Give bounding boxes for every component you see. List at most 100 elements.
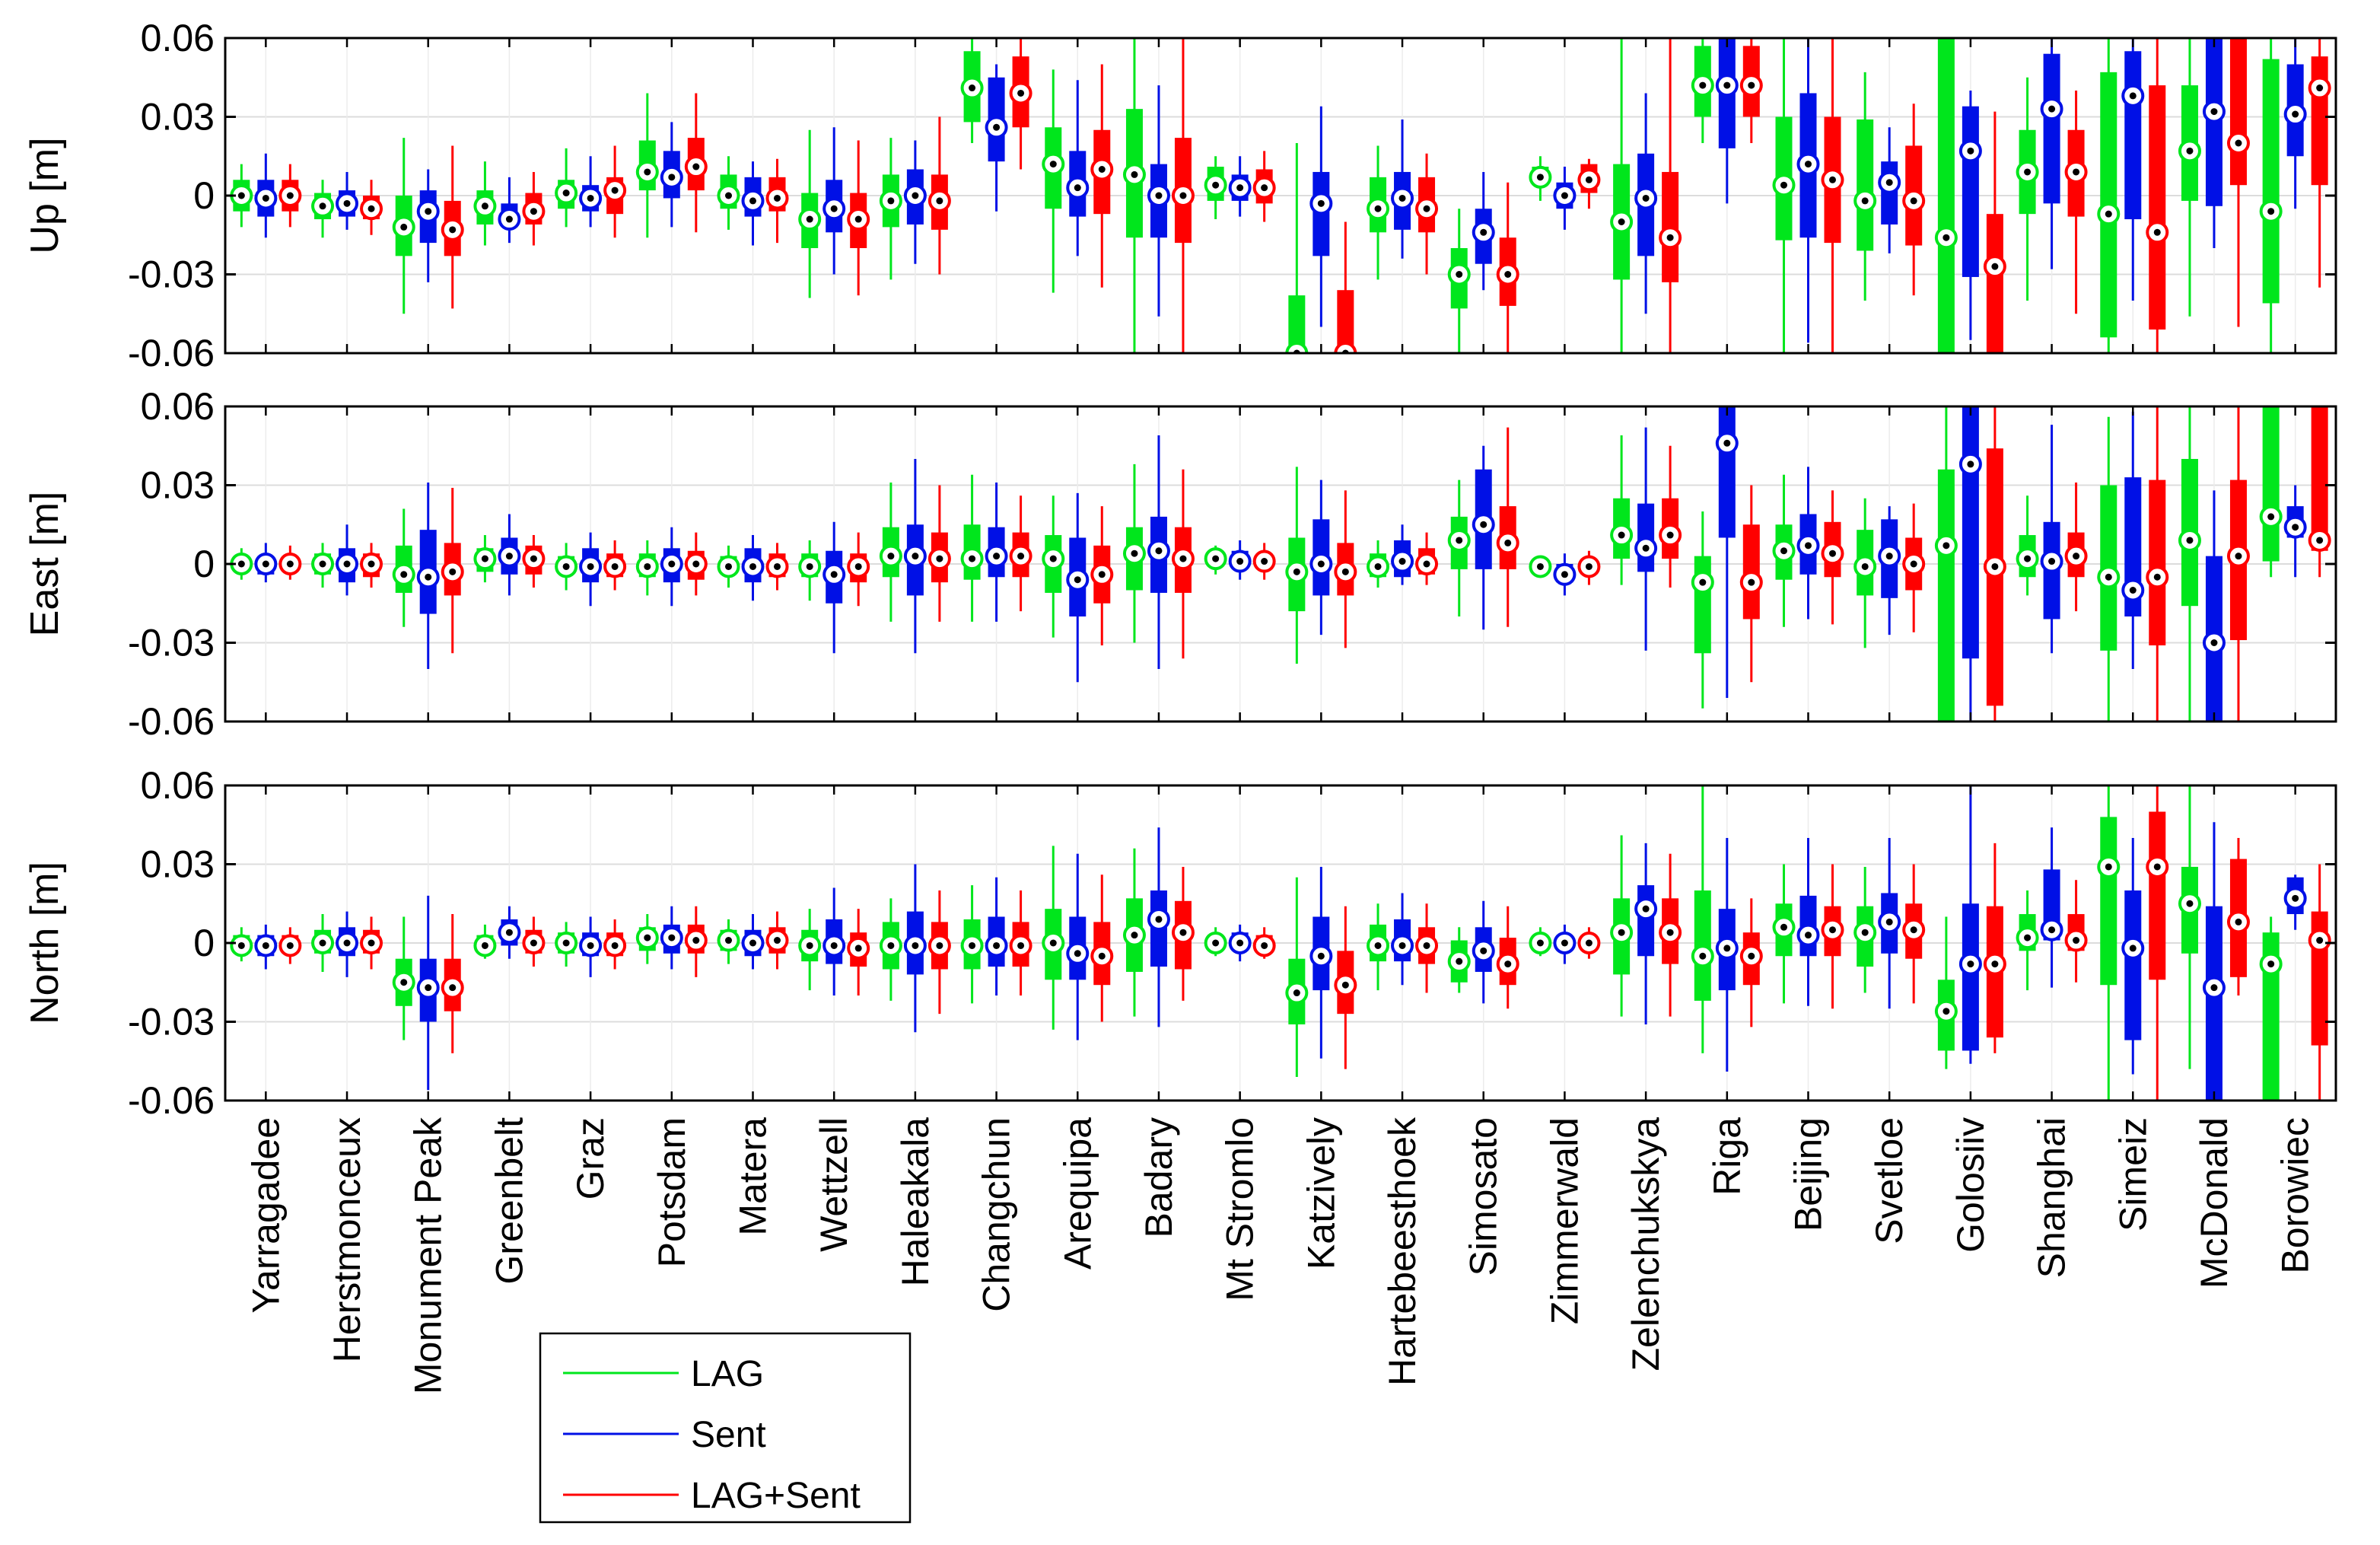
median-dot-herstmonceux-lag bbox=[319, 202, 326, 210]
median-dot-herstmonceux-lag bbox=[319, 560, 326, 568]
median-dot-yarragadee-sent bbox=[262, 560, 269, 568]
median-dot-greenbelt-lag bbox=[481, 555, 488, 562]
median-dot-svetloe-lag-sent bbox=[1910, 560, 1917, 568]
median-dot-shanghai-sent bbox=[2048, 926, 2056, 934]
median-dot-zelenchukskya-lag bbox=[1618, 929, 1625, 936]
box-golosiiv-lag bbox=[1937, 469, 1955, 722]
median-dot-herstmonceux-sent bbox=[343, 199, 351, 207]
median-dot-mcdonald-sent bbox=[2210, 984, 2218, 992]
y-axis-label: North [m] bbox=[23, 862, 67, 1024]
box-mcdonald-lag-sent bbox=[2229, 38, 2247, 186]
median-dot-yarragadee-lag-sent bbox=[286, 560, 294, 568]
median-dot-changchun-sent bbox=[993, 123, 1001, 131]
box-shanghai-sent bbox=[2043, 53, 2060, 204]
median-dot-badary-lag-sent bbox=[1179, 929, 1187, 936]
median-dot-simeiz-lag bbox=[2105, 863, 2112, 871]
median-dot-katzively-sent bbox=[1317, 199, 1325, 207]
median-dot-katzively-lag bbox=[1293, 989, 1300, 997]
box-golosiiv-sent bbox=[1962, 903, 1979, 1051]
box-golosiiv-sent bbox=[1962, 106, 1979, 277]
median-dot-borowiec-lag-sent bbox=[2316, 537, 2324, 544]
median-dot-graz-lag bbox=[562, 190, 570, 197]
median-dot-herstmonceux-lag-sent bbox=[368, 205, 375, 212]
median-dot-changchun-lag bbox=[969, 555, 976, 562]
median-dot-zimmerwald-sent bbox=[1561, 571, 1568, 578]
station-labels: Yarragadee Herstmonceux Monument Peak Green… bbox=[244, 1117, 2316, 1394]
median-dot-riga-lag-sent bbox=[1748, 81, 1755, 89]
median-dot-beijing-sent bbox=[1805, 932, 1812, 939]
box-mcdonald-sent bbox=[2205, 906, 2222, 1101]
station-label: Hartebeesthoek bbox=[1381, 1117, 1424, 1386]
station-label: Katzively bbox=[1300, 1117, 1342, 1269]
median-dot-simeiz-lag bbox=[2105, 573, 2112, 581]
median-dot-beijing-lag-sent bbox=[1829, 176, 1836, 183]
y-tick-label: -0.03 bbox=[128, 622, 215, 664]
median-dot-simosato-lag-sent bbox=[1504, 960, 1512, 968]
median-dot-potsdam-sent bbox=[668, 560, 676, 568]
median-dot-arequipa-lag bbox=[1049, 161, 1057, 168]
median-dot-matera-sent bbox=[749, 939, 756, 947]
median-dot-simosato-lag-sent bbox=[1504, 271, 1512, 278]
station-label: Simeiz bbox=[2111, 1117, 2154, 1231]
median-dot-haleakala-lag bbox=[887, 197, 895, 205]
station-label: Changchun bbox=[975, 1117, 1018, 1312]
median-dot-simeiz-sent bbox=[2129, 92, 2137, 100]
legend-entry: Sent bbox=[691, 1415, 766, 1455]
median-dot-herstmonceux-lag-sent bbox=[368, 560, 375, 568]
station-label: Golosiiv bbox=[1949, 1117, 1992, 1253]
median-dot-borowiec-lag bbox=[2267, 513, 2275, 521]
median-dot-changchun-lag-sent bbox=[1017, 89, 1025, 97]
median-dot-haleakala-lag bbox=[887, 553, 895, 560]
station-label: Herstmonceux bbox=[326, 1117, 368, 1362]
median-dot-monument-peak-lag-sent bbox=[449, 226, 457, 234]
median-dot-mt-stromlo-sent bbox=[1236, 939, 1244, 947]
median-dot-mcdonald-lag bbox=[2186, 900, 2194, 907]
y-axis-label: Up [m] bbox=[23, 137, 67, 253]
median-dot-wettzell-lag-sent bbox=[854, 215, 862, 223]
median-dot-matera-sent bbox=[749, 197, 756, 205]
median-dot-zimmerwald-sent bbox=[1561, 192, 1568, 199]
median-dot-zelenchukskya-lag-sent bbox=[1666, 929, 1674, 936]
median-dot-badary-lag-sent bbox=[1179, 192, 1187, 199]
median-dot-mt-stromlo-sent bbox=[1236, 558, 1244, 565]
median-dot-haleakala-sent bbox=[912, 941, 919, 949]
median-dot-wettzell-lag bbox=[806, 562, 813, 570]
median-dot-changchun-lag-sent bbox=[1017, 941, 1025, 949]
panels-layer: -0.06 -0.03 0 0.03 0.06 Up [m] -0.06 -0.03 0 0.03… bbox=[23, 17, 2337, 1122]
median-dot-golosiiv-lag bbox=[1943, 1008, 1950, 1015]
median-dot-borowiec-sent bbox=[2292, 894, 2299, 902]
median-dot-arequipa-sent bbox=[1074, 576, 1081, 584]
median-dot-haleakala-lag bbox=[887, 941, 895, 949]
median-dot-simeiz-lag-sent bbox=[2153, 863, 2161, 871]
station-label: Zimmerwald bbox=[1543, 1117, 1586, 1324]
median-dot-graz-sent bbox=[587, 562, 594, 570]
median-dot-haleakala-lag-sent bbox=[936, 555, 943, 562]
median-dot-hartebeesthoek-lag-sent bbox=[1423, 941, 1430, 949]
median-dot-matera-sent bbox=[749, 562, 756, 570]
median-dot-mt-stromlo-lag-sent bbox=[1261, 184, 1268, 192]
legend: LAG Sent LAG+Sent bbox=[539, 1332, 912, 1524]
median-dot-mt-stromlo-lag bbox=[1212, 939, 1220, 947]
median-dot-wettzell-sent bbox=[830, 941, 838, 949]
median-dot-haleakala-lag-sent bbox=[936, 197, 943, 205]
median-dot-graz-sent bbox=[587, 941, 594, 949]
median-dot-shanghai-lag bbox=[2024, 934, 2032, 941]
median-dot-greenbelt-lag bbox=[481, 941, 488, 949]
median-dot-monument-peak-lag bbox=[400, 979, 408, 986]
median-dot-mcdonald-lag bbox=[2186, 147, 2194, 154]
median-dot-graz-lag-sent bbox=[611, 941, 619, 949]
box-zelenchukskya-sent bbox=[1637, 885, 1655, 957]
median-dot-zimmerwald-lag bbox=[1536, 174, 1544, 181]
median-dot-borowiec-lag bbox=[2267, 960, 2275, 968]
median-dot-yarragadee-sent bbox=[262, 941, 269, 949]
median-dot-zelenchukskya-lag-sent bbox=[1666, 234, 1674, 241]
median-dot-greenbelt-sent bbox=[505, 553, 513, 560]
station-label: Greenbelt bbox=[488, 1117, 530, 1285]
median-dot-hartebeesthoek-lag bbox=[1374, 941, 1382, 949]
median-dot-zimmerwald-lag bbox=[1536, 939, 1544, 947]
median-dot-svetloe-sent bbox=[1885, 553, 1893, 560]
median-dot-monument-peak-sent bbox=[425, 208, 432, 215]
median-dot-katzively-sent bbox=[1317, 952, 1325, 960]
median-dot-svetloe-sent bbox=[1885, 179, 1893, 186]
station-label: Monument Peak bbox=[407, 1117, 450, 1394]
